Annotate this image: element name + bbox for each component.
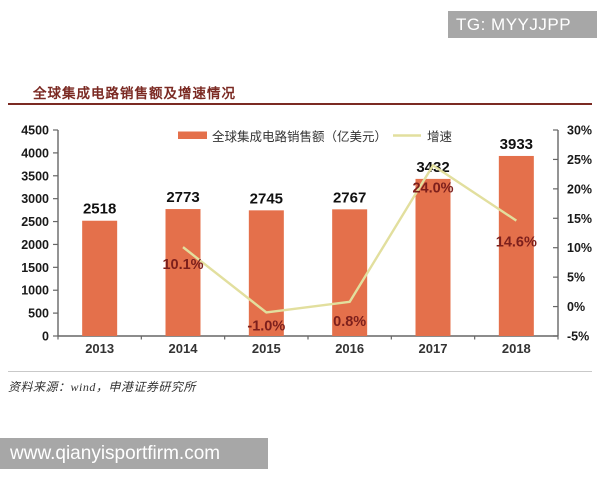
x-tick-label: 2016 <box>335 341 364 356</box>
y-left-tick-label: 2000 <box>21 238 49 252</box>
footer-url-bar: www.qianyisportfirm.com <box>0 438 268 469</box>
y-left-tick-label: 4000 <box>21 146 49 160</box>
bar-2015 <box>248 210 284 336</box>
bar-value-label: 2767 <box>333 189 366 206</box>
growth-point-label: 24.0% <box>412 180 453 196</box>
y-right-tick-label: 10% <box>567 241 592 255</box>
y-right-tick-label: 15% <box>567 212 592 226</box>
watermark-text: TG: MYYJJPP <box>456 15 572 34</box>
y-left-tick-label: 500 <box>28 307 49 321</box>
bar-value-label: 2518 <box>83 201 116 218</box>
x-tick-label: 2018 <box>502 341 531 356</box>
growth-point-label: 14.6% <box>496 235 537 251</box>
x-tick-label: 2015 <box>252 341 281 356</box>
y-left-tick-label: 2500 <box>21 215 49 229</box>
y-left-tick-label: 1500 <box>21 261 49 275</box>
y-right-tick-label: 5% <box>567 271 585 285</box>
page-title: 全球集成电路销售额及增速情况 <box>33 86 236 101</box>
title-underline <box>8 103 592 105</box>
legend-line-label: 增速 <box>427 129 453 144</box>
source-note: 资料来源：wind，申港证券研究所 <box>8 380 196 394</box>
y-left-tick-label: 1000 <box>21 284 49 298</box>
legend-bar-swatch <box>178 131 207 139</box>
chart: 0 500 1000 1500 2000 2500 3000 3500 4000 4500 -5% 0… <box>0 112 600 372</box>
chart-svg: 0 500 1000 1500 2000 2500 3000 3500 4000 4500 -5% 0… <box>21 124 592 357</box>
bar-value-label: 2745 <box>250 190 283 207</box>
growth-line <box>182 164 517 314</box>
x-tick-label: 2017 <box>419 341 448 356</box>
y-right-tick-label: -5% <box>567 330 589 344</box>
y-right-tick-label: 25% <box>567 153 592 167</box>
y-left-tick-label: 0 <box>42 330 49 344</box>
footer-url: www.qianyisportfirm.com <box>10 443 221 464</box>
bar-value-label: 3933 <box>500 136 533 153</box>
bar-2013 <box>82 220 118 336</box>
separator-line <box>8 371 592 372</box>
y-left-tick-label: 3500 <box>21 169 49 183</box>
bar-2014 <box>165 209 201 336</box>
growth-point-label: 0.8% <box>333 314 366 330</box>
bar-2018 <box>498 155 534 336</box>
growth-point-label: -1.0% <box>247 318 285 334</box>
y-right-tick-label: 20% <box>567 182 592 196</box>
y-left-tick-label: 3000 <box>21 192 49 206</box>
y-left-tick-label: 4500 <box>21 124 49 138</box>
y-right-tick-label: 0% <box>567 300 585 314</box>
y-right-tick-label: 30% <box>567 124 592 138</box>
growth-point-label: 10.1% <box>162 257 203 273</box>
bar-2016 <box>332 209 368 336</box>
legend-bar-label: 全球集成电路销售额（亿美元） <box>212 129 387 144</box>
bar-value-label: 2773 <box>166 189 199 206</box>
x-tick-label: 2013 <box>85 341 114 356</box>
watermark-badge: TG: MYYJJPP <box>448 11 597 38</box>
x-tick-label: 2014 <box>169 341 199 356</box>
bar-2017 <box>415 178 451 336</box>
